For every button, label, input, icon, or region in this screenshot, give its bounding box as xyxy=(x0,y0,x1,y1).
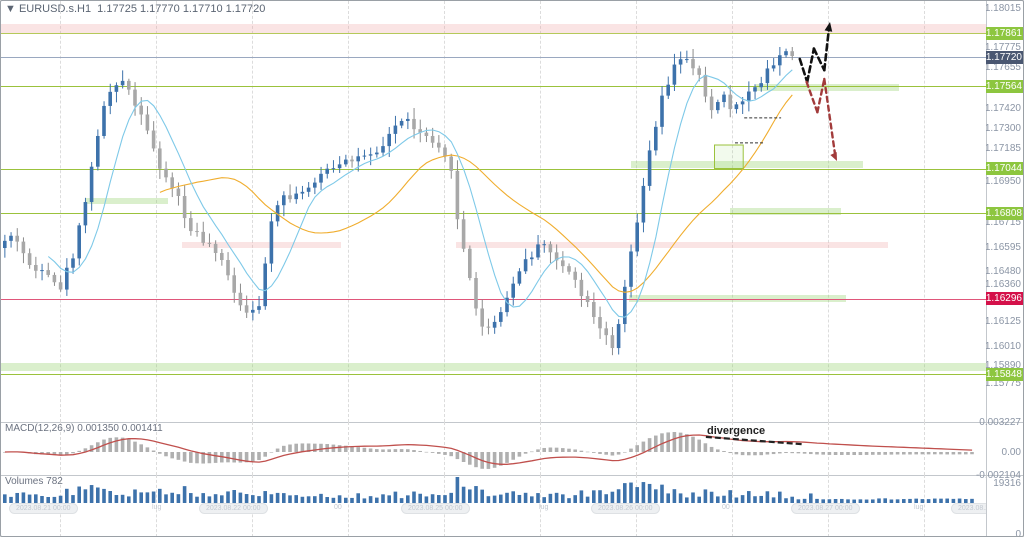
svg-text:divergence: divergence xyxy=(707,425,765,437)
